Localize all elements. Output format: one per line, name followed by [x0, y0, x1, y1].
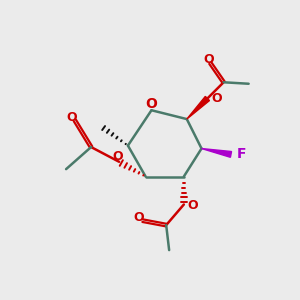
Text: O: O — [134, 211, 144, 224]
Text: O: O — [67, 110, 77, 124]
Text: O: O — [211, 92, 222, 105]
Text: O: O — [146, 97, 158, 111]
Text: F: F — [236, 147, 246, 161]
Text: O: O — [188, 200, 198, 212]
Text: O: O — [112, 150, 123, 163]
Polygon shape — [187, 96, 209, 119]
Polygon shape — [202, 148, 232, 157]
Text: O: O — [204, 53, 214, 66]
